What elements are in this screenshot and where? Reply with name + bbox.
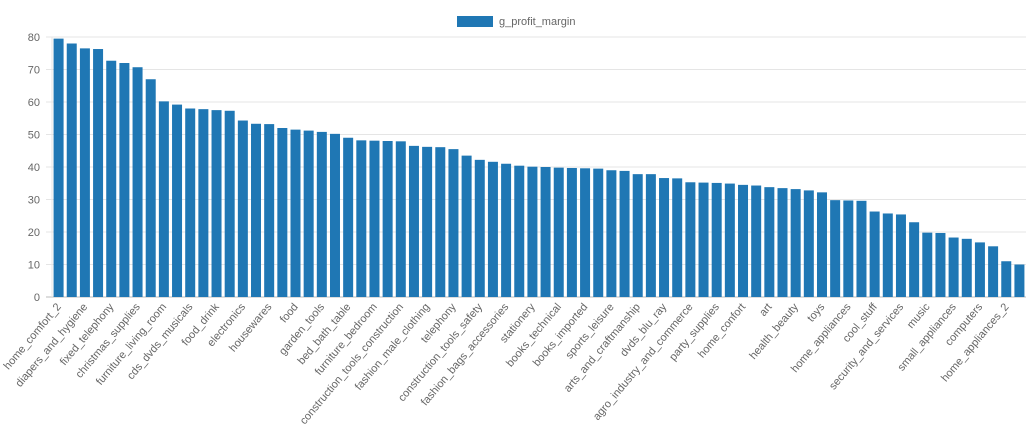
- bar: [211, 110, 222, 297]
- bar: [738, 184, 749, 297]
- bar: [1001, 261, 1012, 297]
- bar: [935, 232, 946, 297]
- bar: [119, 63, 130, 297]
- bar: [461, 155, 472, 297]
- y-tick-label: 60: [28, 97, 40, 109]
- bar: [290, 129, 301, 297]
- x-tick-label: home_confort: [696, 301, 748, 360]
- bar: [448, 149, 459, 297]
- y-tick-label: 0: [34, 292, 40, 304]
- bar: [843, 200, 854, 297]
- legend-label: g_profit_margin: [499, 16, 575, 28]
- y-tick-label: 30: [28, 195, 40, 207]
- x-tick-label: art: [757, 301, 774, 319]
- bar: [224, 110, 235, 298]
- bar: [158, 101, 169, 297]
- bar: [53, 38, 64, 297]
- bar: [408, 145, 419, 297]
- bar: [198, 109, 209, 298]
- bar: [988, 246, 999, 297]
- bar: [540, 167, 551, 297]
- bar: [751, 185, 762, 297]
- y-tick-label: 20: [28, 227, 40, 239]
- bar: [79, 48, 90, 297]
- bar: [672, 178, 683, 297]
- bar: [277, 128, 288, 297]
- y-tick-label: 40: [28, 162, 40, 174]
- bar: [132, 67, 143, 297]
- bar: [251, 123, 262, 298]
- bar: [777, 188, 788, 297]
- x-tick-label: toys: [805, 301, 827, 325]
- bar: [474, 159, 485, 297]
- bar: [527, 166, 538, 297]
- bar: [922, 232, 933, 297]
- y-tick-label: 80: [28, 32, 40, 44]
- bar: [66, 43, 77, 297]
- bar: [501, 163, 512, 297]
- bar: [724, 183, 735, 297]
- bar: [882, 213, 893, 297]
- bar: [566, 167, 577, 297]
- bar: [435, 147, 446, 297]
- bar: [329, 133, 340, 297]
- bar: [343, 137, 354, 297]
- y-tick-label: 70: [28, 65, 40, 77]
- bar: [856, 200, 867, 297]
- bar: [356, 140, 367, 297]
- bar: [685, 182, 696, 297]
- bar: [645, 174, 656, 297]
- x-tick-label: food: [278, 301, 301, 325]
- bar: [909, 222, 920, 297]
- bar: [711, 182, 722, 297]
- bar: [830, 200, 841, 297]
- bar: [869, 211, 880, 297]
- bar: [606, 170, 617, 297]
- x-tick-label: health_beauty: [747, 301, 801, 362]
- bar: [593, 168, 604, 297]
- bar: [303, 130, 314, 297]
- bar: [172, 104, 183, 297]
- bar: [487, 161, 498, 297]
- bar: [382, 141, 393, 297]
- bar: [764, 187, 775, 297]
- bar: [580, 168, 591, 297]
- bar: [632, 174, 643, 297]
- bar: [395, 141, 406, 297]
- bar: [974, 242, 985, 297]
- bar: [237, 120, 248, 298]
- bar: [790, 189, 801, 297]
- bar: [93, 49, 104, 298]
- bar: [264, 124, 275, 297]
- bar: [316, 131, 327, 297]
- legend-swatch: [457, 16, 493, 27]
- bar: [961, 238, 972, 297]
- bar: [1014, 264, 1025, 297]
- bar: [369, 140, 380, 297]
- bar: [553, 167, 564, 297]
- bar: [185, 108, 196, 297]
- bar: [659, 178, 670, 297]
- bar: [514, 165, 525, 297]
- bar: [948, 237, 959, 297]
- bar: [106, 60, 117, 297]
- bar: [145, 79, 156, 297]
- bar: [422, 146, 433, 297]
- bar: [619, 170, 630, 297]
- bar: [816, 192, 827, 297]
- bar: [803, 190, 814, 297]
- bar: [895, 214, 906, 297]
- y-tick-label: 10: [28, 260, 40, 272]
- bar: [698, 182, 709, 297]
- y-tick-label: 50: [28, 130, 40, 142]
